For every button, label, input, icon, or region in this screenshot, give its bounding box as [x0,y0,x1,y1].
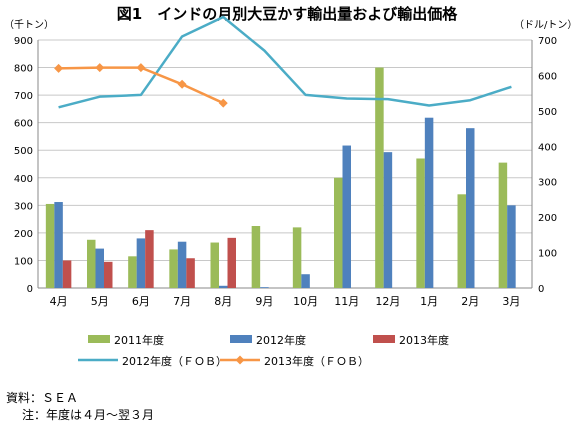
bar [424,117,434,288]
legend-label: 2012年度（ＦＯＢ） [122,354,227,368]
left-axis-tick-label: 700 [14,91,33,102]
left-axis-tick-label: 200 [14,229,33,240]
left-axis-tick-label: 600 [14,119,33,130]
left-axis-tick-label: 900 [14,36,33,47]
right-axis-tick-label: 700 [538,36,557,47]
right-axis-tick-label: 100 [538,249,557,260]
x-axis-tick-label: 3月 [502,295,520,308]
bar [87,239,96,288]
chart-title: 図1 インドの月別大豆かす輸出量および輸出価格 [116,5,458,23]
legend-label: 2013年度（ＦＯＢ） [264,354,369,368]
right-axis-unit: （ドル/トン） [514,20,574,31]
right-axis-tick-label: 200 [538,213,557,224]
line-marker [95,63,105,73]
bar [186,258,195,288]
bar [95,248,104,288]
bar [383,152,393,288]
x-axis-tick-label: 9月 [255,295,273,308]
right-axis-tick-label: 500 [538,107,557,118]
x-axis-tick-label: 1月 [420,295,438,308]
right-axis-tick-label: 0 [538,284,544,295]
bar [128,256,137,288]
x-axis-tick-label: 12月 [375,295,400,308]
bar [219,285,228,288]
legend-swatch [373,335,395,343]
left-axis-tick-label: 0 [27,284,33,295]
left-axis-tick-label: 800 [14,64,33,75]
bar [260,287,269,288]
bar [292,227,302,288]
line-marker [177,79,187,89]
bar [136,238,146,288]
x-axis-tick-label: 10月 [293,295,318,308]
footnote: 注：年度は４月～翌３月 [22,408,155,422]
left-axis-tick-label: 400 [14,174,33,185]
x-axis-tick-label: 2月 [461,295,479,308]
bar [457,194,466,288]
bar [416,158,425,288]
legend-label: 2013年度 [399,333,449,347]
right-axis-tick-label: 400 [538,142,557,153]
bar [45,203,55,288]
left-axis-unit: （千トン） [4,20,54,31]
legend-marker [235,355,245,365]
legend-label: 2011年度 [114,333,164,347]
series-line [58,15,512,109]
bar [62,260,72,288]
bar [375,67,384,288]
bar [498,162,508,288]
legend-swatch [230,335,252,343]
line-marker [218,98,228,108]
legend-swatch [88,335,110,343]
bar [177,241,187,288]
x-axis-tick-label: 7月 [173,295,191,308]
bar [210,242,219,288]
series-line [58,66,224,105]
left-axis-tick-label: 300 [14,201,33,212]
line-marker [54,63,64,73]
bar [334,177,343,288]
source-note: 資料：ＳＥＡ [6,391,79,405]
x-axis-tick-label: 8月 [214,295,232,308]
bar [466,128,475,288]
bar [507,205,516,288]
bar [104,261,113,288]
bar [251,226,261,288]
right-axis-tick-label: 600 [538,71,557,82]
right-axis-tick-label: 300 [538,178,557,189]
line-marker [136,63,146,73]
bar [169,249,178,288]
x-axis-tick-label: 11月 [334,295,359,308]
bar [54,202,63,288]
x-axis-tick-label: 6月 [132,295,150,308]
left-axis-tick-label: 100 [14,256,33,267]
legend-label: 2012年度 [256,333,306,347]
x-axis-tick-label: 5月 [91,295,109,308]
bar [342,145,351,288]
x-axis-tick-label: 4月 [50,295,68,308]
left-axis-tick-label: 500 [14,146,33,157]
bar [227,237,236,288]
bar [301,274,310,288]
bar [145,230,154,288]
